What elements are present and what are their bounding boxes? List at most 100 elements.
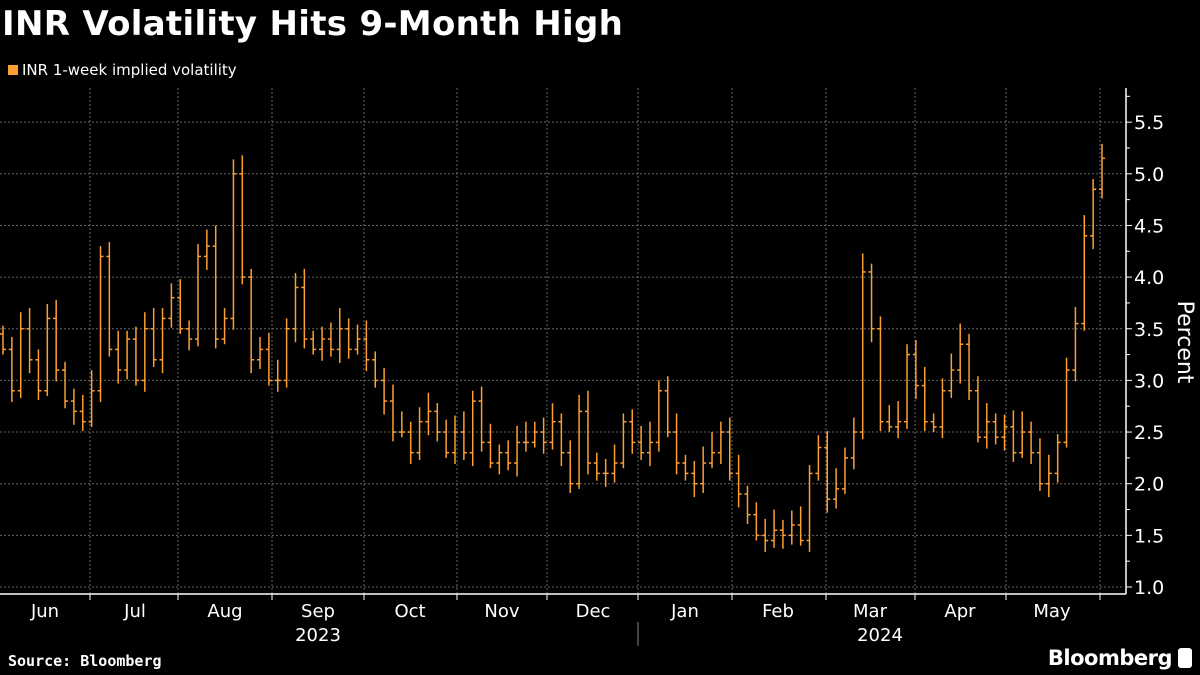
- ohlc-bar: [602, 458, 609, 487]
- x-tick-label: May: [1033, 601, 1071, 622]
- ohlc-bar: [115, 330, 122, 384]
- ohlc-bar: [1028, 421, 1035, 465]
- ohlc-bar: [735, 454, 742, 508]
- ohlc-bar: [1001, 414, 1008, 451]
- ohlc-bar: [354, 324, 361, 355]
- ohlc-bar: [159, 308, 166, 374]
- y-tick-label: 4.5: [1134, 215, 1164, 237]
- ohlc-bar: [407, 421, 414, 465]
- ohlc-bar: [744, 485, 751, 524]
- y-tick-label: 1.0: [1134, 577, 1164, 599]
- ohlc-bar: [912, 340, 919, 399]
- ohlc-bar: [841, 447, 848, 495]
- ohlc-bar: [194, 244, 201, 347]
- ohlc-bar: [1045, 454, 1052, 498]
- ohlc-bar: [1019, 411, 1026, 458]
- ohlc-bar: [212, 225, 219, 349]
- ohlc-bar: [611, 444, 618, 483]
- ohlc-bar: [620, 413, 627, 469]
- ohlc-bar: [788, 510, 795, 545]
- y-tick-label: 3.5: [1134, 319, 1164, 341]
- ohlc-bar: [1036, 438, 1043, 491]
- x-tick-label: Jun: [30, 601, 59, 622]
- ohlc-bar: [576, 394, 583, 489]
- y-tick-label: 4.0: [1134, 267, 1164, 289]
- y-tick-label: 2.5: [1134, 422, 1164, 444]
- ohlc-bar: [141, 312, 148, 392]
- y-axis-label: Percent: [1172, 301, 1197, 384]
- ohlc-bar: [168, 283, 175, 328]
- ohlc-bar: [877, 316, 884, 432]
- ohlc-bar: [1063, 357, 1070, 448]
- chart-title: INR Volatility Hits 9-Month High: [2, 4, 624, 44]
- ohlc-bar: [531, 421, 538, 448]
- ohlc-bar: [150, 308, 157, 367]
- ohlc-bar: [186, 320, 193, 351]
- ohlc-bar: [709, 432, 716, 469]
- ohlc-bar: [434, 403, 441, 442]
- axes: 1.0 1.5 2.0 2.5 3.0 3.5 4.0 4.5 5.0 5.5 Jun Jul Aug S…: [0, 88, 1197, 646]
- legend-swatch: [8, 65, 18, 75]
- ohlc-bar: [974, 376, 981, 443]
- ohlc-bar: [443, 419, 450, 458]
- ohlc-bar: [638, 425, 645, 460]
- ohlc-bar: [895, 401, 902, 439]
- x-tick-label: Dec: [576, 601, 611, 622]
- ohlc-bar: [319, 326, 326, 361]
- ohlc-bar: [983, 403, 990, 449]
- x-tick-label: Jul: [123, 601, 146, 622]
- ohlc-bar: [452, 415, 459, 465]
- y-tick-label: 5.0: [1134, 164, 1164, 186]
- ohlc-bar: [44, 303, 51, 396]
- ohlc-bar: [17, 312, 24, 398]
- ohlc-bar: [673, 413, 680, 475]
- x-tick-label: Aug: [207, 601, 242, 622]
- ohlc-bar: [771, 509, 778, 548]
- ohlc-bar: [230, 159, 237, 330]
- ohlc-bar: [292, 272, 299, 343]
- ohlc-bar: [593, 452, 600, 481]
- ohlc-bar: [363, 320, 370, 372]
- ohlc-bar: [265, 332, 272, 386]
- ohlc-bar: [177, 279, 184, 334]
- ohlc-bar: [522, 421, 529, 452]
- ohlc-bar: [1072, 307, 1079, 382]
- ohlc-bar: [398, 411, 405, 438]
- brand-name: Bloomberg: [1047, 646, 1173, 670]
- ohlc-bar: [886, 405, 893, 433]
- ohlc-bar: [806, 465, 813, 552]
- ohlc-bar: [646, 421, 653, 467]
- ohlc-bar: [1054, 434, 1061, 483]
- ohlc-bar: [372, 351, 379, 388]
- ohlc-bar: [106, 241, 113, 357]
- ohlc-bar: [815, 435, 822, 481]
- legend: INR 1-week implied volatility: [8, 61, 237, 79]
- ohlc-bar: [283, 318, 290, 388]
- ohlc-bar: [53, 299, 60, 382]
- year-label: 2023: [295, 625, 341, 646]
- ohlc-bar: [0, 325, 6, 355]
- y-tick-label: 3.0: [1134, 370, 1164, 392]
- ohlc-bar: [132, 326, 139, 386]
- source-note: Source: Bloomberg: [8, 652, 162, 670]
- ohlc-bar: [992, 413, 999, 445]
- ohlc-bar: [310, 330, 317, 355]
- ohlc-bar: [664, 376, 671, 438]
- ohlc-bar: [248, 268, 255, 374]
- ohlc-bar: [425, 392, 432, 436]
- price-bars: [0, 143, 1105, 552]
- ohlc-bar: [274, 359, 281, 392]
- ohlc-bar: [700, 446, 707, 493]
- ohlc-bar: [469, 390, 476, 467]
- ohlc-bar: [762, 518, 769, 552]
- ohlc-bar: [921, 366, 928, 432]
- ohlc-bar: [966, 333, 973, 401]
- ohlc-bar: [655, 380, 662, 452]
- ohlc-bar: [124, 330, 131, 380]
- ohlc-bar: [1090, 178, 1097, 250]
- ohlc-bar: [26, 308, 33, 374]
- ohlc-bar: [850, 417, 857, 470]
- y-tick-label: 2.0: [1134, 474, 1164, 496]
- ohlc-bar: [336, 308, 343, 363]
